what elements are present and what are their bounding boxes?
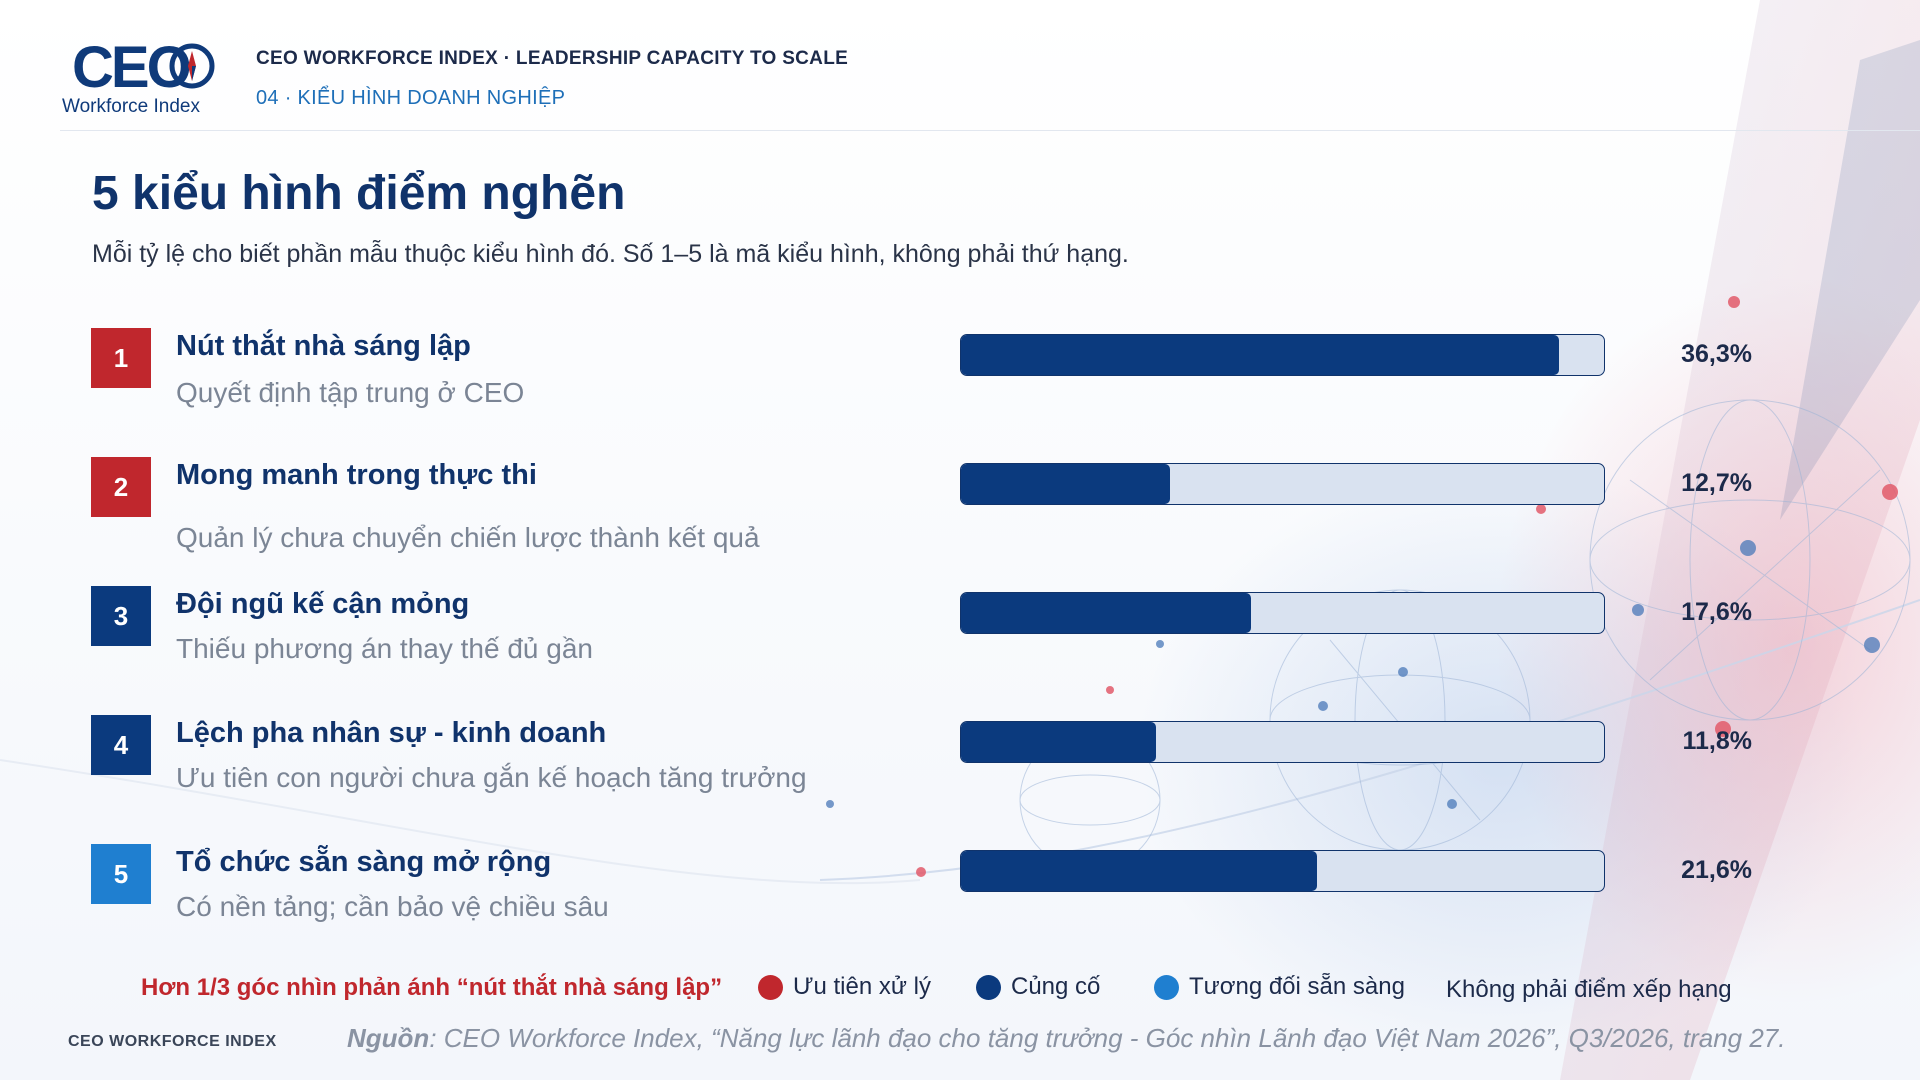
source-label: Nguồn xyxy=(347,1023,430,1053)
bar-fill xyxy=(961,851,1318,891)
archetype-row-4: 4 Lệch pha nhân sự - kinh doanh Ưu tiên … xyxy=(0,715,1920,835)
legend-caption: Không phải điểm xếp hạng xyxy=(1446,976,1732,1003)
archetype-label: Đội ngũ kế cận mỏng xyxy=(176,588,470,620)
archetype-code-badge: 5 xyxy=(91,844,151,904)
archetype-label: Lệch pha nhân sự - kinh doanh xyxy=(176,717,607,749)
bar-value-label: 36,3% xyxy=(1681,340,1752,368)
legend-item-consolidate: Củng cố xyxy=(976,972,1100,1002)
source-text: : CEO Workforce Index, “Năng lực lãnh đạ… xyxy=(429,1023,1786,1053)
archetype-code-badge: 3 xyxy=(91,586,151,646)
archetype-code-badge: 4 xyxy=(91,715,151,775)
archetype-description: Có nền tảng; cần bảo vệ chiều sâu xyxy=(176,891,609,922)
archetype-row-3: 3 Đội ngũ kế cận mỏng Thiếu phương án th… xyxy=(0,586,1920,706)
compass-icon xyxy=(169,43,215,89)
page-subtitle: Mỗi tỷ lệ cho biết phần mẫu thuộc kiểu h… xyxy=(92,240,1129,268)
bar-track xyxy=(960,334,1605,376)
chart-legend: Hơn 1/3 góc nhìn phản ánh “nút thắt nhà … xyxy=(0,968,1920,1008)
archetype-label: Mong manh trong thực thi xyxy=(176,459,537,491)
header-divider xyxy=(60,130,1920,131)
archetype-description: Quản lý chưa chuyển chiến lược thành kết… xyxy=(176,522,760,553)
section-label: 04 · KIỂU HÌNH DOANH NGHIỆP xyxy=(256,87,566,109)
footer-brand: CEO WORKFORCE INDEX xyxy=(68,1033,277,1050)
ceo-workforce-logo: CEO Workforce Index xyxy=(60,34,230,118)
bar-fill xyxy=(961,593,1252,633)
legend-item-ready: Tương đối sẵn sàng xyxy=(1154,972,1405,1002)
archetype-description: Ưu tiên con người chưa gắn kế hoạch tăng… xyxy=(176,762,807,793)
archetype-row-5: 5 Tổ chức sẵn sàng mở rộng Có nền tảng; … xyxy=(0,844,1920,964)
bar-fill xyxy=(961,335,1560,375)
logo-subtext: Workforce Index xyxy=(62,96,200,117)
bar-value-label: 11,8% xyxy=(1682,727,1752,755)
archetype-code-badge: 2 xyxy=(91,457,151,517)
legend-label: Củng cố xyxy=(1011,973,1101,1000)
archetype-label: Nút thắt nhà sáng lập xyxy=(176,330,471,362)
archetype-row-1: 1 Nút thắt nhà sáng lập Quyết định tập t… xyxy=(0,328,1920,448)
source-citation: Nguồn: CEO Workforce Index, “Năng lực lã… xyxy=(347,1023,1785,1054)
archetype-description: Quyết định tập trung ở CEO xyxy=(176,377,525,408)
archetype-label: Tổ chức sẵn sàng mở rộng xyxy=(176,846,552,878)
legend-label: Tương đối sẵn sàng xyxy=(1189,973,1405,1000)
archetype-row-2: 2 Mong manh trong thực thi Quản lý chưa … xyxy=(0,457,1920,577)
bar-value-label: 12,7% xyxy=(1681,469,1752,497)
bar-track xyxy=(960,592,1605,634)
bar-track xyxy=(960,850,1605,892)
archetype-code-badge: 1 xyxy=(91,328,151,388)
legend-label: Ưu tiên xử lý xyxy=(793,973,931,1000)
bar-fill xyxy=(961,722,1156,762)
legend-swatch xyxy=(758,974,783,1000)
bar-value-label: 17,6% xyxy=(1681,598,1752,626)
bar-fill xyxy=(961,464,1171,504)
page-title: 5 kiểu hình điểm nghẽn xyxy=(92,167,626,220)
archetype-description: Thiếu phương án thay thế đủ gần xyxy=(176,633,593,664)
bar-value-label: 21,6% xyxy=(1681,856,1752,884)
legend-item-priority: Ưu tiên xử lý xyxy=(758,972,931,1002)
legend-swatch xyxy=(976,974,1001,1000)
legend-swatch xyxy=(1154,974,1179,1000)
header-title: CEO WORKFORCE INDEX · LEADERSHIP CAPACIT… xyxy=(256,48,849,69)
key-insight-note: Hơn 1/3 góc nhìn phản ánh “nút thắt nhà … xyxy=(141,974,723,1001)
bar-track xyxy=(960,721,1605,763)
bar-track xyxy=(960,463,1605,505)
